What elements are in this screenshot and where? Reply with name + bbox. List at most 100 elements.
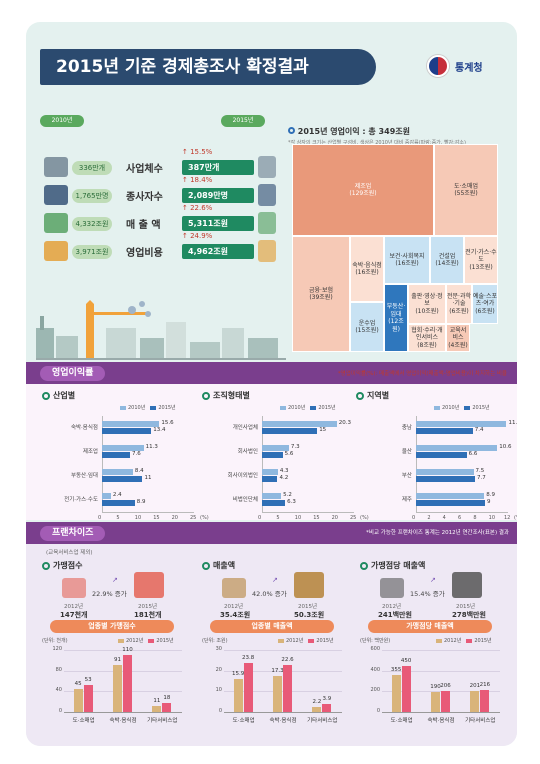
treemap-cell-name: 전문·과학·기술 [447,292,471,308]
bar [262,428,318,434]
treemap-cell: 숙박·음식점 (16조원) [350,236,384,302]
y-tick-label: 120 [52,646,62,652]
year-old-tag: 2010년 [40,115,84,127]
stat-new-value: 387만개 [182,160,254,175]
x-tick-label: 8 [473,515,477,521]
treemap-cell-name: 부동산·임대 [386,303,406,318]
year-new-label: 2015년 [298,604,318,610]
treemap-cell: 전문·과학·기술 (6조원) [446,284,472,324]
bar [102,493,111,499]
bar [322,703,332,712]
gridline [382,670,500,672]
stat-growth-value: 22.6% [190,204,213,212]
stat-old-value: 4,332조원 [72,217,112,231]
shop-icon [62,578,86,598]
treemap-note: *각 상자의 크기는 산업별 구성비, 색상은 2010년 대비 증감률(파랑:… [288,140,466,146]
stat-new-value: 2,089만명 [182,188,254,203]
chart-legend: 2010년 2015년 [120,404,176,411]
treemap-cell-value: (10조원) [415,307,439,315]
bar [102,469,133,475]
chart-legend: 2012년 2015년 [118,637,174,644]
bar-value-label: 450 [400,657,412,664]
bar-value-label: 20.3 [338,420,351,426]
bar [441,690,450,712]
op-profit-section-bar: 영업이익률 [26,362,517,384]
chart-title: 조직형태별 [202,390,250,401]
bar [416,469,474,475]
bar-value-label: 10.6 [499,444,512,450]
x-tick-label: 25 [350,515,357,521]
chart-title: 가맹점당 매출액 [368,620,492,633]
treemap-cell-name: 건설업 [438,252,456,260]
x-tick-label: 20 [331,515,338,521]
stat-growth-value: 18.4% [190,176,213,184]
legend-item: 2015년 [466,637,492,644]
legend-item: 2015년 [148,637,174,644]
bar-value-label: 9 [487,499,491,505]
growth-arrow-icon: ↗ [112,576,118,584]
bar [233,679,243,712]
building-icon [44,157,68,177]
bar [283,665,292,712]
treemap-title: 2015년 영업이익 : 총 349조원 [288,126,502,137]
franchise-block-title: 가맹점당 매출액 [360,560,425,571]
bar-value-label: 45 [74,680,82,687]
logo-mark-icon [427,55,449,77]
bar-value-label: 8.4 [134,468,144,474]
treemap-cell-value: (6조원) [449,307,469,315]
cash-register-icon [452,572,482,598]
treemap-cell-name: 예술·스포츠·여가 [473,292,497,308]
category-label: 도·소매업 [232,718,255,724]
bar-value-label: 7.6 [131,451,141,457]
chart-legend: 2010년 2015년 [280,404,336,411]
stat-row: 1,765만명 종사자수 ↑ 18.4% 2,089만명 [36,176,276,208]
legend-item: 2012년 [278,637,303,644]
treemap-cell: 협회·수리·개인서비스 (8조원) [408,324,446,352]
bar-value-label: 5.6 [284,451,294,457]
bar [262,445,289,451]
legend-item: 2012년 [118,637,143,644]
bar-value-label: 7.7 [477,475,486,481]
x-tick-label: 10 [134,515,142,521]
treemap-cell: 제조업 (129조원) [292,144,434,236]
bar-value-label: 11 [144,475,152,481]
stat-label: 종사자수 [126,192,163,203]
y-tick-label: 200 [370,687,380,694]
stat-label: 영업비용 [126,248,163,259]
bar-value-label: 91 [114,656,121,663]
stat-old-value: 3,971조원 [72,245,112,259]
treemap-cell-value: (39조원) [309,294,333,301]
y-unit: (단위: 백만원) [360,638,391,644]
bar [470,691,480,712]
treemap-cell-value: (12조원) [388,318,404,333]
chart-legend: 2010년 2015년 [434,404,490,411]
chart-title: 산업별 [42,390,75,401]
category-label: 부동산·임대 [70,473,98,479]
stat-growth: ↑ 15.5% [182,148,212,156]
cash-register-icon [380,578,404,598]
x-tick-label: 0 [98,515,102,521]
op-profit-note: *영업이익률(%): 매출액에서 영업이익(매출액-영업비용)이 차지하는 비율 [337,371,507,377]
treemap-panel: 2015년 영업이익 : 총 349조원 *각 상자의 크기는 산업별 구성비,… [288,126,502,366]
value-old: 35.4조원 [220,611,251,619]
bar [152,706,162,712]
category-label: 숙박·음식점 [70,425,98,431]
treemap-cell: 운수업 (15조원) [350,302,384,352]
y-unit: (단위: 조원) [202,638,228,644]
treemap-cell-value: (16조원) [355,269,379,276]
bullet-ring-icon [202,561,210,570]
stat-row: 4,332조원 매 출 액 ↑ 22.6% 5,311조원 [36,204,276,236]
category-label: 회사이외법인 [227,473,258,479]
gridline [382,650,500,651]
bar [431,692,440,712]
category-label: 도·소매업 [72,718,95,724]
worker-icon [44,185,68,205]
up-arrow-icon: ↑ [182,148,191,156]
franchise-sub-note: (교육서비스업 제외) [46,550,93,556]
coins-icon [44,241,68,261]
franchise-section-bar: 프랜차이즈 *비교 가능한 프랜차이즈 통계는 2012년 연간조사(표본) 결… [26,522,517,544]
franchise-block-title: 매출액 [202,560,235,571]
year-new-label: 2015년 [138,604,158,610]
bar [262,469,278,475]
legend-item: 2010년 [280,404,305,411]
